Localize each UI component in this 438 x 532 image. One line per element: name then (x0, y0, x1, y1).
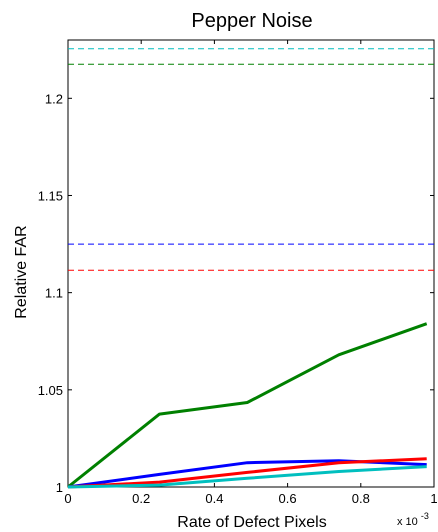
x-tick-label: 0 (64, 491, 71, 506)
x-tick-label: 0.4 (205, 491, 223, 506)
x-tick-label: 0.2 (132, 491, 150, 506)
x-axis-label: Rate of Defect Pixels (177, 514, 326, 531)
y-tick-label: 1.05 (38, 383, 63, 398)
x-tick-label: 1 (430, 491, 437, 506)
axes-frame (67, 39, 435, 488)
y-tick-label: 1.1 (45, 286, 63, 301)
chart-title: Pepper Noise (191, 10, 312, 32)
y-tick-label: 1.2 (45, 91, 63, 106)
x-tick-label: 0.8 (352, 491, 370, 506)
y-tick-label: 1 (56, 480, 63, 495)
x-axis-multiplier-base: x 10 (397, 516, 418, 528)
y-tick-label: 1.15 (38, 188, 63, 203)
series-line (67, 457, 427, 489)
series-line (67, 322, 428, 489)
x-tick-label: 0.6 (279, 491, 297, 506)
series-line (67, 465, 427, 489)
y-axis-label: Relative FAR (13, 225, 30, 318)
plot-area: 1 1.05 1.1 1.15 1.2 0 0.2 0.4 0.6 0.8 1 (38, 39, 438, 506)
x-axis-multiplier: x 10 -3 (397, 511, 429, 528)
x-axis-multiplier-exponent: -3 (421, 511, 429, 521)
